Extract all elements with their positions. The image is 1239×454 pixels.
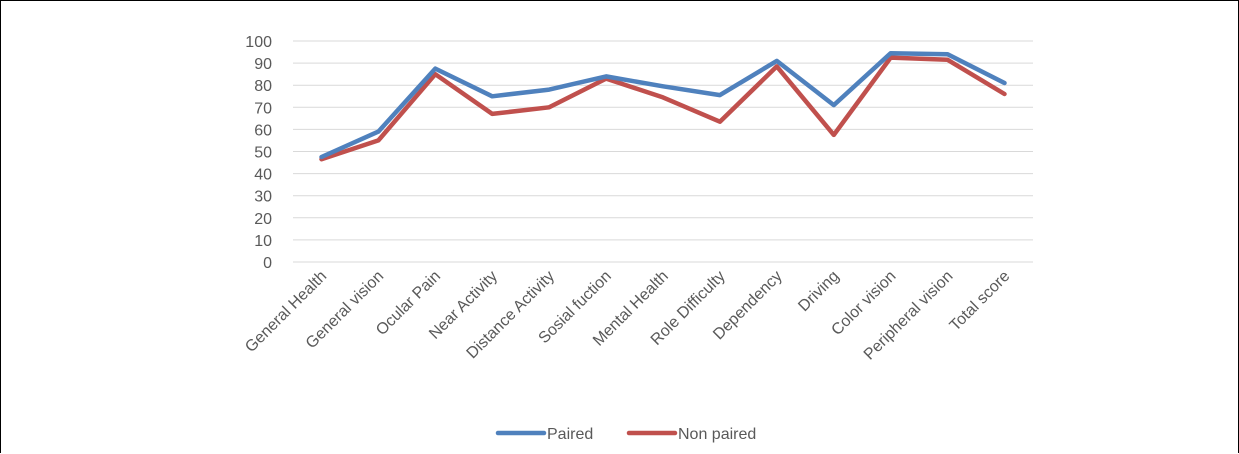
y-tick-label: 100 <box>245 34 272 51</box>
legend: Paired Non paired <box>498 426 756 443</box>
legend-item: Non paired <box>629 426 756 443</box>
y-tick-label: 10 <box>254 233 272 250</box>
y-tick-label: 40 <box>254 167 272 184</box>
y-tick-label: 50 <box>254 145 272 162</box>
y-tick-label: 30 <box>254 189 272 206</box>
y-axis-ticks: 0 10 20 30 40 50 60 70 80 90 100 <box>245 34 272 272</box>
legend-label: Non paired <box>678 426 756 443</box>
legend-item: Paired <box>498 426 593 443</box>
legend-label: Paired <box>547 426 593 443</box>
series-line-non-paired <box>322 58 1005 160</box>
series-line-paired <box>322 53 1005 157</box>
x-tick-label: Total score <box>947 268 1014 335</box>
y-tick-label: 90 <box>254 56 272 73</box>
x-tick-label: Driving <box>795 268 842 315</box>
y-tick-label: 60 <box>254 122 272 139</box>
gridlines <box>293 41 1033 262</box>
y-tick-label: 80 <box>254 78 272 95</box>
y-tick-label: 20 <box>254 211 272 228</box>
series-lines <box>321 53 1004 159</box>
y-tick-label: 70 <box>254 100 272 117</box>
y-tick-label: 0 <box>263 255 272 272</box>
